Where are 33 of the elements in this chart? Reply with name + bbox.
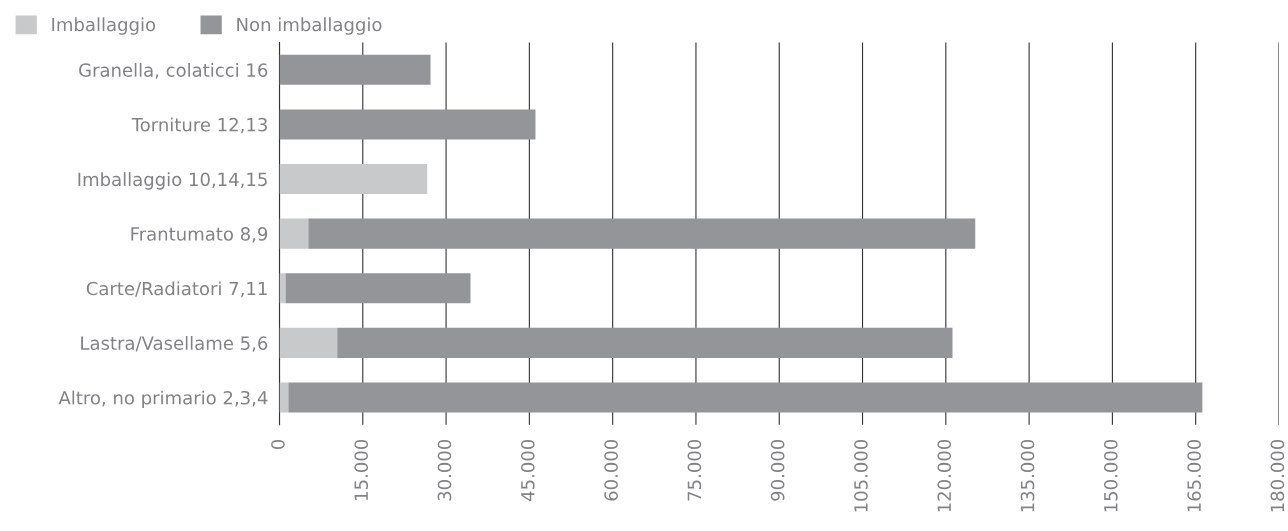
bar [279,218,309,249]
y-tick-label: Granella, colaticci 16 [79,62,268,79]
x-tick-label: 60.000 [604,439,618,501]
y-tick-label: Imballaggio 10,14,15 [78,172,267,190]
x-tick-label: 0 [271,439,285,449]
y-tick-label: Frantumato 8,9 [131,227,268,243]
x-tick-label: 105.000 [854,439,868,512]
bar [337,327,953,358]
x-tick-label: 30.000 [437,439,452,501]
x-tick-label: 165.000 [1187,439,1201,512]
x-tick-label: 90.000 [770,439,785,501]
bar [279,54,431,85]
x-tick-label: 75.000 [687,439,702,501]
bar [285,273,471,304]
bar [308,218,976,249]
x-tick-label: 120.000 [937,439,952,512]
bar [288,382,1203,413]
x-tick-label: 150.000 [1103,439,1118,512]
x-tick-label: 45.000 [520,439,535,501]
x-tick-label: 135.000 [1020,439,1035,512]
x-tick-label: 180.000 [1270,439,1285,512]
bar [279,382,289,413]
y-tick-label: Lastra/Vasellame 5,6 [81,336,268,352]
bar [279,327,338,358]
legend-label: Imballaggio [52,17,156,35]
bar [279,273,286,304]
y-tick-label: Torniture 12,13 [131,117,267,134]
bar [279,164,428,195]
x-tick-label: 15.000 [354,439,369,500]
y-tick-label: Altro, no primario 2,3,4 [58,390,268,409]
legend-label: Non imballaggio [237,17,382,35]
y-tick-label: Carte/Radiatori 7,11 [86,281,267,298]
bar [279,109,536,140]
